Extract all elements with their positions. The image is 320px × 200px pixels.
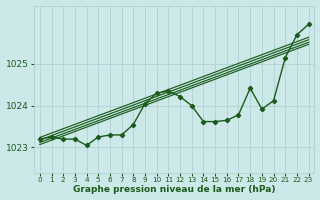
X-axis label: Graphe pression niveau de la mer (hPa): Graphe pression niveau de la mer (hPa) xyxy=(73,185,276,194)
